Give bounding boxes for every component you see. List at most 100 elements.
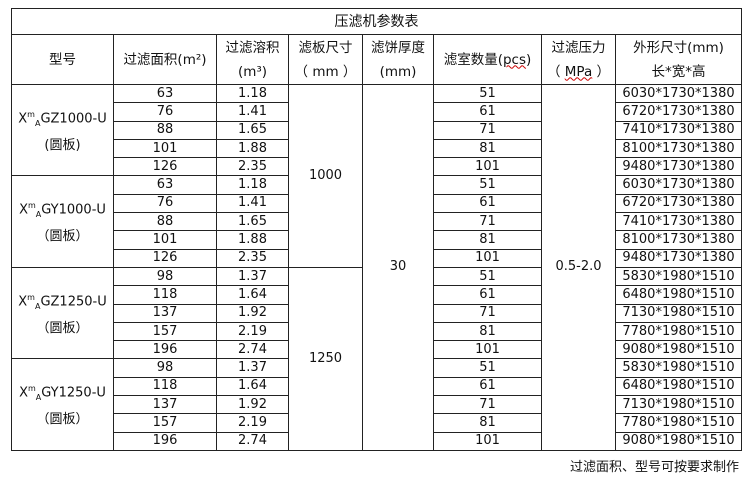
text: 滤室数量( — [443, 51, 503, 68]
header-model: 型号 — [11, 34, 114, 85]
volume-cell: 1.18 — [216, 175, 289, 195]
filter-press-parameter-table: 压滤机参数表 型号 过滤面积(m²) 过滤溶积 (m³) 滤板尺寸（ mm ） 滤… — [11, 8, 742, 451]
chambers-cell: 81 — [433, 230, 542, 250]
table-row: 196 2.74 101 9080*1980*1510 — [12, 431, 742, 451]
header-volume: 过滤溶积 (m³) — [216, 34, 289, 85]
area-cell: 88 — [113, 212, 217, 232]
chambers-cell: 81 — [433, 321, 542, 342]
dimensions-cell: 7780*1980*1510 — [615, 321, 742, 342]
area-cell: 196 — [113, 431, 217, 451]
text: ) — [526, 51, 532, 68]
header-dimensions: 外形尺寸(mm) 长*宽*高 — [615, 34, 742, 85]
text: 外形尺寸(mm) — [633, 39, 724, 56]
chambers-cell: 101 — [433, 431, 542, 451]
table-row: 126 2.35 101 9480*1730*1380 — [12, 248, 742, 268]
chambers-cell: 61 — [433, 102, 542, 122]
volume-cell: 1.88 — [216, 138, 289, 159]
chambers-cell: 101 — [433, 157, 542, 177]
dimensions-cell: 6030*1730*1380 — [615, 83, 742, 104]
chambers-cell: 51 — [433, 358, 542, 378]
volume-cell: 2.19 — [216, 321, 289, 342]
table-title: 压滤机参数表 — [11, 8, 742, 35]
text: 滤饼厚度 — [371, 39, 425, 56]
text: m — [27, 292, 35, 302]
table-row: 196 2.74 101 9080*1980*1510 — [12, 340, 742, 360]
area-cell: 137 — [113, 395, 217, 415]
header-pressure: 过滤压力 （ MPa ） — [541, 34, 616, 85]
text: GZ1250-U — [40, 294, 107, 310]
table-row: 101 1.88 81 8100*1730*1380 — [12, 230, 742, 250]
model-cell: XmAGZ1250-U （圆板） — [11, 266, 114, 360]
text: （圆板） — [36, 320, 89, 336]
volume-cell: 1.41 — [216, 193, 289, 214]
area-cell: 157 — [113, 413, 217, 433]
plate-size-cell: 1000 — [288, 84, 363, 268]
header-cake-thickness: 滤饼厚度 (mm) — [362, 34, 434, 85]
table-row: 157 2.19 81 7780*1980*1510 — [12, 413, 742, 433]
dimensions-cell: 7410*1730*1380 — [615, 212, 742, 232]
text: A — [35, 393, 42, 403]
chambers-cell: 71 — [433, 212, 542, 232]
text: （圆板） — [36, 412, 89, 428]
area-cell: 157 — [113, 321, 217, 342]
volume-cell: 1.88 — [216, 230, 289, 250]
dimensions-cell: 7410*1730*1380 — [615, 120, 742, 140]
chambers-cell: 71 — [433, 303, 542, 323]
model-cell: XmAGY1000-U （圆板） — [11, 175, 114, 268]
table-row: 126 2.35 101 9480*1730*1380 — [12, 157, 742, 177]
dimensions-cell: 5830*1980*1510 — [615, 358, 742, 378]
text: m — [27, 384, 36, 394]
dimensions-cell: 8100*1730*1380 — [615, 230, 742, 250]
chambers-cell: 81 — [433, 138, 542, 159]
text: 滤板尺寸 — [298, 39, 353, 56]
text: GY1250-U — [41, 385, 106, 401]
text: X — [19, 202, 28, 218]
area-cell: 76 — [113, 102, 217, 122]
header-area: 过滤面积(m²) — [113, 34, 217, 85]
text: GY1000-U — [41, 202, 106, 218]
table-row: 76 1.41 61 6720*1730*1380 — [12, 102, 742, 122]
header-row: 型号 过滤面积(m²) 过滤溶积 (m³) 滤板尺寸 （ mm ） 滤饼厚度 (mm)… — [11, 34, 742, 85]
text: X — [18, 294, 28, 310]
model-cell: XmAGY1250-U （圆板） — [11, 358, 114, 451]
area-cell: 88 — [113, 120, 217, 140]
text: (m³) — [237, 63, 268, 80]
table-row: 101 1.88 81 8100*1730*1380 — [12, 138, 742, 159]
text: MPa — [564, 63, 593, 80]
dimensions-cell: 9480*1730*1380 — [615, 157, 742, 177]
dimensions-cell: 8100*1730*1380 — [615, 138, 742, 159]
chambers-cell: 71 — [433, 120, 542, 140]
chambers-cell: 71 — [433, 395, 542, 415]
volume-cell: 2.74 — [216, 340, 289, 360]
text: （ — [546, 63, 565, 80]
text: (mm) — [379, 63, 417, 80]
dimensions-cell: 7780*1980*1510 — [615, 413, 742, 433]
area-cell: 118 — [113, 285, 217, 305]
text: 过滤溶积 — [225, 39, 280, 56]
volume-cell: 1.37 — [216, 266, 289, 287]
dimensions-cell: 9480*1730*1380 — [615, 248, 742, 268]
text: m — [27, 109, 35, 119]
area-cell: 101 — [113, 138, 217, 159]
chambers-cell: 81 — [433, 413, 542, 433]
text: GZ1000-U — [40, 111, 107, 127]
caption: 过滤面积、型号可按要求制作 — [569, 460, 739, 475]
volume-cell: 1.65 — [216, 212, 289, 232]
header-plate-size: 滤板尺寸 （ mm ） — [288, 34, 363, 85]
volume-cell: 2.74 — [216, 431, 289, 451]
text: A — [35, 210, 42, 220]
dimensions-cell: 6480*1980*1510 — [615, 285, 742, 305]
area-cell: 196 — [113, 340, 217, 360]
chambers-cell: 51 — [433, 266, 542, 287]
area-cell: 76 — [113, 193, 217, 214]
area-cell: 118 — [113, 376, 217, 397]
dimensions-cell: 6720*1730*1380 — [615, 193, 742, 214]
header-chambers: 滤室数量(pcs) — [433, 34, 542, 85]
table-row: 88 1.65 71 7410*1730*1380 — [12, 212, 742, 232]
area-cell: 63 — [113, 83, 217, 104]
volume-cell: 2.35 — [216, 157, 289, 177]
dimensions-cell: 7130*1980*1510 — [615, 395, 742, 415]
dimensions-cell: 5830*1980*1510 — [615, 266, 742, 287]
text: X — [19, 385, 28, 401]
area-cell: 98 — [113, 358, 217, 378]
